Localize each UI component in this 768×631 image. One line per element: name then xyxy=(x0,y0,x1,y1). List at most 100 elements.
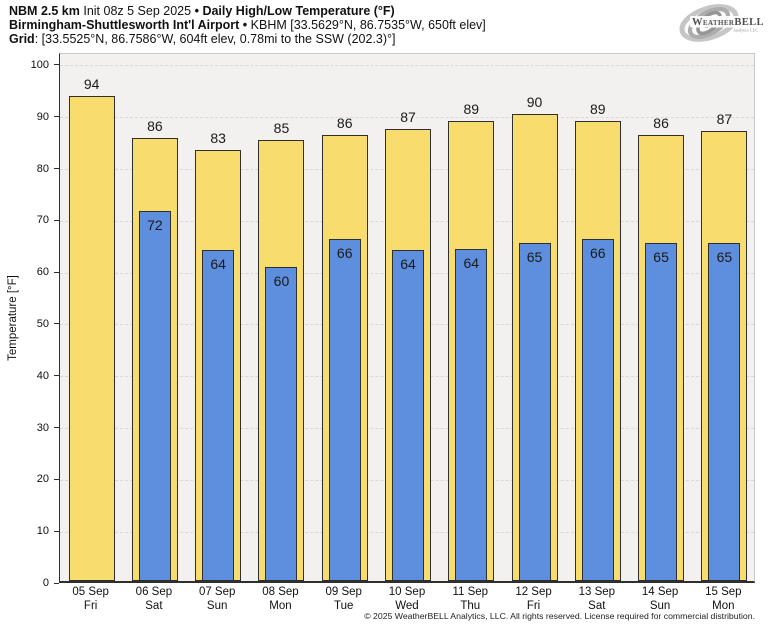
hurricane-swirl-icon: WeatherBELL Analytics LLC xyxy=(679,4,764,42)
low-value-label: 64 xyxy=(463,254,480,271)
low-value-label: 65 xyxy=(716,249,733,266)
low-bar-06 Sep xyxy=(138,210,171,581)
high-value-label: 89 xyxy=(590,100,606,117)
x-tick-weekday: Mon xyxy=(269,599,292,612)
high-value-label: 85 xyxy=(273,120,290,137)
high-value-label: 83 xyxy=(210,130,226,147)
init-time: Init 08z 5 Sep 2025 xyxy=(83,4,192,18)
x-tick-date: 12 Sep xyxy=(515,586,552,598)
y-tick-20 xyxy=(54,478,59,480)
high-bar-05 Sep xyxy=(68,95,115,581)
x-tick-date: 05 Sep xyxy=(72,586,109,598)
y-tick-label-90: 90 xyxy=(36,110,49,123)
x-tick-date: 08 Sep xyxy=(262,586,299,598)
high-value-label: 86 xyxy=(653,115,669,132)
y-tick-label-60: 60 xyxy=(36,266,49,279)
x-tick-date: 09 Sep xyxy=(325,586,362,598)
product-title: Daily High/Low Temperature (°F) xyxy=(202,4,395,18)
low-value-label: 65 xyxy=(653,248,669,265)
logo-text-weather: Weather xyxy=(692,17,735,28)
low-bar-13 Sep xyxy=(581,239,614,581)
y-tick-label-0: 0 xyxy=(42,577,49,589)
y-tick-label-20: 20 xyxy=(36,473,49,486)
copyright-notice: © 2025 WeatherBELL Analytics, LLC. All r… xyxy=(364,611,755,621)
x-tick-weekday: Sun xyxy=(206,599,228,612)
svg-text:WeatherBELL: WeatherBELL xyxy=(692,17,764,28)
x-tick-14 Sep: 14 Sep Sun xyxy=(628,586,691,614)
low-bar-11 Sep xyxy=(455,248,488,581)
low-value-label: 64 xyxy=(400,255,416,272)
y-tick-60 xyxy=(54,271,59,273)
x-tick-date: 06 Sep xyxy=(135,586,173,598)
y-tick-70 xyxy=(54,219,59,221)
separator-dot: • xyxy=(194,4,199,18)
plot-area: 94 86 72 83 64 85 60 86 66 87 64 89 64 90 65 89 66 86 65 87… xyxy=(59,53,755,583)
x-tick-13 Sep: 13 Sep Sat xyxy=(565,586,628,614)
x-tick-weekday: Sun xyxy=(649,599,671,612)
weatherbell-logo: WeatherBELL Analytics LLC xyxy=(677,2,765,44)
x-tick-date: 11 Sep xyxy=(452,586,489,598)
x-tick-06 Sep: 06 Sep Sat xyxy=(122,586,185,614)
y-tick-label-10: 10 xyxy=(36,525,49,538)
y-tick-0 xyxy=(54,582,59,584)
y-tick-10 xyxy=(54,530,59,532)
station-info: KBHM [33.5629°N, 86.7535°W, 650ft elev] xyxy=(250,17,486,32)
low-value-label: 65 xyxy=(526,248,543,265)
high-value-label: 87 xyxy=(716,110,733,127)
low-value-label: 66 xyxy=(590,245,606,262)
logo-text-bell: BELL xyxy=(734,17,764,28)
y-tick-label-70: 70 xyxy=(36,214,49,227)
x-tick-07 Sep: 07 Sep Sun xyxy=(186,586,249,614)
x-tick-weekday: Thu xyxy=(460,599,481,612)
x-tick-date: 15 Sep xyxy=(705,586,742,598)
y-tick-100 xyxy=(54,64,59,66)
low-value-label: 66 xyxy=(336,245,353,262)
low-bar-09 Sep xyxy=(328,239,361,581)
separator-dot: • xyxy=(242,17,248,32)
y-axis: 0 10 20 30 40 50 60 70 80 90 100 xyxy=(0,53,59,589)
low-bar-15 Sep xyxy=(708,243,741,581)
low-value-label: 60 xyxy=(273,273,290,290)
high-value-label: 89 xyxy=(463,101,480,118)
model-name: NBM 2.5 km xyxy=(9,4,80,18)
low-bar-14 Sep xyxy=(645,242,678,581)
x-tick-date: 10 Sep xyxy=(388,586,426,598)
x-tick-15 Sep: 15 Sep Mon xyxy=(692,586,755,614)
x-tick-09 Sep: 09 Sep Tue xyxy=(312,586,375,614)
x-tick-08 Sep: 08 Sep Mon xyxy=(249,586,312,614)
high-value-label: 87 xyxy=(400,109,416,126)
high-value-label: 94 xyxy=(83,75,100,92)
y-tick-label-50: 50 xyxy=(36,317,49,330)
station-name: Birmingham-Shuttlesworth Int'l Airport xyxy=(9,17,240,32)
y-tick-label-80: 80 xyxy=(36,162,49,175)
x-axis: 05 Sep Fri 06 Sep Sat 07 Sep Sun 08 Sep Mon 09 S… xyxy=(59,586,755,616)
x-tick-weekday: Sat xyxy=(145,599,163,612)
header-line-station: Birmingham-Shuttlesworth Int'l Airport •… xyxy=(9,17,486,33)
low-value-label: 64 xyxy=(210,256,226,273)
high-value-label: 86 xyxy=(336,114,353,131)
low-bar-12 Sep xyxy=(518,242,551,581)
low-value-label: 72 xyxy=(147,216,163,233)
header-line-grid: Grid: [33.5525°N, 86.7586°W, 604ft elev,… xyxy=(9,31,486,47)
header-line-model: NBM 2.5 km Init 08z 5 Sep 2025 • Daily H… xyxy=(9,4,486,19)
x-tick-weekday: Fri xyxy=(83,599,98,612)
high-value-label: 90 xyxy=(526,94,543,111)
grid-info: : [33.5525°N, 86.7586°W, 604ft elev, 0.7… xyxy=(34,31,396,46)
x-tick-10 Sep: 10 Sep Wed xyxy=(375,586,438,614)
y-tick-label-30: 30 xyxy=(36,421,49,434)
x-tick-weekday: Fri xyxy=(526,599,541,612)
y-tick-90 xyxy=(54,116,59,118)
x-tick-date: 13 Sep xyxy=(578,586,616,598)
y-tick-50 xyxy=(54,323,59,325)
y-tick-40 xyxy=(54,375,59,377)
y-tick-30 xyxy=(54,427,59,429)
low-bar-10 Sep xyxy=(392,249,424,581)
gridline-100 xyxy=(60,65,754,67)
x-tick-weekday: Tue xyxy=(334,599,354,612)
logo-subtext: Analytics LLC xyxy=(733,28,758,33)
chart-header: NBM 2.5 km Init 08z 5 Sep 2025 • Daily H… xyxy=(9,4,486,47)
x-tick-05 Sep: 05 Sep Fri xyxy=(59,586,122,614)
y-tick-label-40: 40 xyxy=(36,369,49,382)
x-tick-12 Sep: 12 Sep Fri xyxy=(502,586,565,614)
low-bar-07 Sep xyxy=(202,250,235,581)
